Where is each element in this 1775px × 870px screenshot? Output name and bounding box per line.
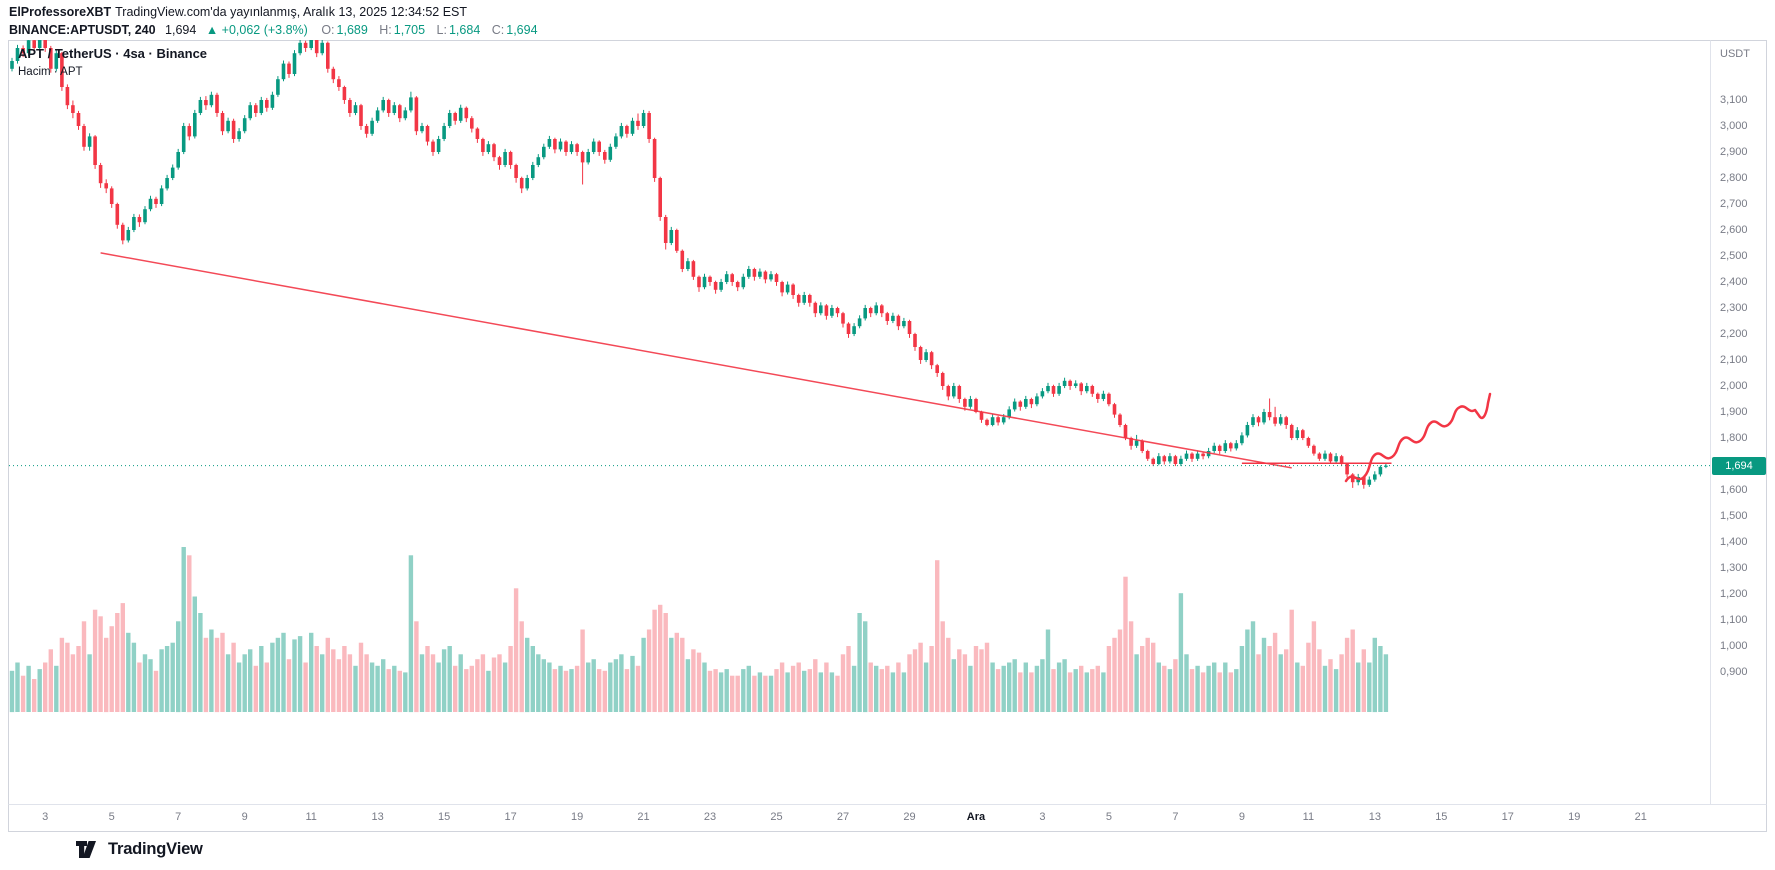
chart-frame-border [8,40,1767,832]
low-label: L: [436,23,447,37]
time-tick-label: 5 [108,811,115,823]
price-axis[interactable]: USDT 1,694 3,100 3,000 2,900 2,800 2,700 2,60… [8,40,1767,832]
time-tick-label: 5 [1105,811,1112,823]
time-tick-label: 19 [1568,811,1581,823]
projection-squiggle[interactable] [1344,392,1492,483]
price-tick-label: 1,900 [1720,406,1748,418]
price-tick-label: 2,100 [1720,354,1748,366]
price-tick-label: 3,100 [1720,94,1748,106]
published-info: TradingView.com'da yayınlanmış, Aralık 1… [115,5,468,19]
time-tick-label: 23 [703,811,717,823]
high-label: H: [379,23,392,37]
price-tick-label: 3,000 [1720,120,1748,132]
time-tick-label: 13 [371,811,384,823]
published-line: ElProfessoreXBT TradingView.com'da yayınl… [9,4,546,20]
price-tick-label: 2,400 [1720,276,1748,288]
publication-header: ElProfessoreXBT TradingView.com'da yayınl… [9,4,546,38]
price-tick-label: 1,400 [1720,536,1748,548]
price-tick-label: 1,100 [1720,614,1748,626]
price-tick-label: 2,300 [1720,302,1748,314]
time-tick-label: 15 [1435,811,1448,823]
time-tick-label: 9 [1238,811,1245,823]
price-tick-label: 2,600 [1720,224,1748,236]
symbol-legend[interactable]: APT / TetherUS · 4sa · Binance [18,46,208,61]
currency-label: USDT [1720,48,1750,60]
price-tick-label: 1,300 [1720,562,1748,574]
price-tick-label: 2,500 [1720,250,1748,262]
candles-layer [10,40,1388,489]
annotations-layer [9,252,1710,483]
time-tick-label: 3 [1039,811,1046,823]
close-value: 1,694 [506,23,538,37]
tradingview-logo-icon [76,841,96,858]
price-tick-label: 1,000 [1720,640,1748,652]
time-axis[interactable]: 3 5 7 9 11 13 15 17 19 21 23 25 27 29 Ara 3 5 7 9 11 13 15 17 1… [8,40,1767,832]
time-tick-label: 11 [1302,811,1315,823]
time-tick-label: 13 [1368,811,1381,823]
time-tick-label: 21 [637,811,650,823]
price-tick-label: 1,200 [1720,588,1748,600]
header-last-price: 1,694 [165,23,197,37]
low-value: 1,684 [448,23,481,37]
time-tick-label: 25 [770,811,783,823]
chart-area: APT / TetherUS · 4sa · Binance Hacim · A… [8,40,1767,832]
close-label: C: [491,23,505,37]
volume-legend[interactable]: Hacim · APT [18,66,83,78]
time-tick-label: 9 [241,811,248,823]
time-tick-label: 19 [570,811,584,823]
tradingview-link[interactable]: TradingView [76,840,203,859]
symbol-title: BINANCE:APTUSDT, 240 [9,23,156,37]
time-tick-label: 27 [836,811,850,823]
price-tick-label: 2,200 [1720,328,1748,340]
price-chart[interactable] [8,40,1767,832]
price-change: ▲ +0,062 (+3.8%) [205,23,308,37]
descending-trendline[interactable] [100,252,1292,469]
time-tick-label: 15 [437,811,451,823]
price-tick-label: 2,800 [1720,172,1748,184]
symbol-status-line: BINANCE:APTUSDT, 240 1,694 ▲ +0,062 (+3.… [9,22,546,38]
time-tick-label: 29 [903,811,916,823]
time-tick-label: 7 [175,811,182,823]
time-tick-label: Ara [966,811,986,823]
open-label: O: [321,23,335,37]
time-tick-label: 3 [42,811,49,823]
open-value: 1,689 [336,23,368,37]
price-tick-label: 1,500 [1720,510,1748,522]
current-price-badge: 1,694 [1712,457,1766,475]
chart-legend: APT / TetherUS · 4sa · Binance Hacim · A… [18,46,207,78]
time-tick-label: 7 [1172,811,1179,823]
brand-text: TradingView [108,840,203,858]
time-tick-label: 11 [305,811,317,823]
price-tick-label: 1,800 [1720,432,1748,444]
price-tick-label: 2,700 [1720,198,1748,210]
time-tick-label: 21 [1634,811,1647,823]
ohlc-values: O: 1,689 H: 1,705 L: 1,684 C: 1,694 [321,23,545,37]
price-tick-label: 1,600 [1720,484,1748,496]
time-tick-label: 17 [1501,811,1514,823]
high-value: 1,705 [393,23,426,37]
author-name[interactable]: ElProfessoreXBT [9,5,112,19]
price-tick-label: 0,900 [1720,666,1748,678]
time-tick-label: 17 [504,811,517,823]
price-tick-label: 2,000 [1720,380,1748,392]
volume-layer [9,547,1389,713]
price-tick-label: 2,900 [1720,146,1748,158]
